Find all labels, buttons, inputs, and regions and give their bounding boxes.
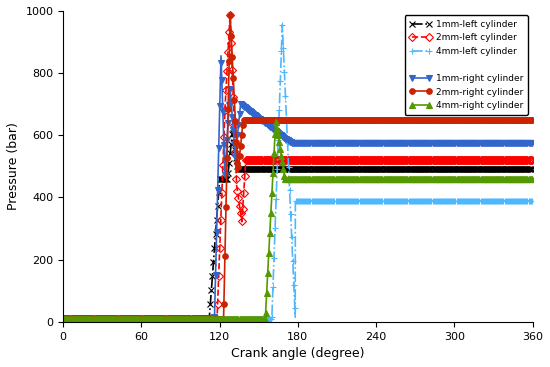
1mm-left cylinder: [191, 316, 197, 321]
2mm-left cylinder: [191, 316, 197, 321]
2mm-right cylinder: [485, 117, 491, 122]
2mm-left cylinder: [529, 158, 536, 162]
4mm-right cylinder: [272, 118, 279, 122]
1mm-left cylinder: [229, 127, 236, 132]
4mm-left cylinder: [60, 316, 67, 321]
2mm-right cylinder: [60, 316, 67, 321]
Line: 4mm-right cylinder: 4mm-right cylinder: [60, 117, 535, 321]
2mm-left cylinder: [344, 158, 350, 162]
2mm-right cylinder: [352, 117, 359, 122]
1mm-right cylinder: [191, 316, 197, 321]
1mm-right cylinder: [218, 54, 224, 58]
2mm-right cylinder: [529, 117, 536, 122]
4mm-left cylinder: [161, 316, 167, 321]
Legend: 1mm-left cylinder, 2mm-left cylinder, 4mm-left cylinder, , 1mm-right cylinder, 2: 1mm-left cylinder, 2mm-left cylinder, 4m…: [405, 15, 528, 115]
4mm-right cylinder: [529, 177, 536, 181]
Line: 1mm-right cylinder: 1mm-right cylinder: [60, 53, 535, 321]
Y-axis label: Pressure (bar): Pressure (bar): [7, 123, 20, 210]
1mm-left cylinder: [529, 167, 536, 172]
2mm-left cylinder: [352, 158, 359, 162]
1mm-right cylinder: [60, 316, 67, 321]
1mm-left cylinder: [485, 167, 491, 172]
4mm-right cylinder: [191, 316, 197, 321]
4mm-left cylinder: [279, 22, 285, 27]
4mm-left cylinder: [191, 316, 197, 321]
4mm-right cylinder: [161, 316, 167, 321]
4mm-left cylinder: [352, 198, 359, 203]
Line: 4mm-left cylinder: 4mm-left cylinder: [60, 21, 536, 322]
1mm-left cylinder: [352, 167, 359, 172]
1mm-right cylinder: [352, 141, 359, 145]
2mm-right cylinder: [344, 117, 350, 122]
2mm-right cylinder: [529, 117, 536, 122]
4mm-left cylinder: [529, 198, 536, 203]
4mm-right cylinder: [529, 177, 536, 181]
1mm-right cylinder: [161, 316, 167, 321]
4mm-left cylinder: [529, 198, 536, 203]
2mm-left cylinder: [485, 158, 491, 162]
1mm-left cylinder: [60, 316, 67, 321]
1mm-left cylinder: [161, 316, 167, 321]
1mm-right cylinder: [529, 141, 536, 145]
4mm-right cylinder: [485, 177, 491, 181]
4mm-right cylinder: [60, 316, 67, 321]
1mm-left cylinder: [344, 167, 350, 172]
1mm-left cylinder: [529, 167, 536, 172]
1mm-right cylinder: [529, 141, 536, 145]
2mm-right cylinder: [191, 316, 197, 321]
X-axis label: Crank angle (degree): Crank angle (degree): [231, 347, 365, 360]
Line: 1mm-left cylinder: 1mm-left cylinder: [60, 127, 535, 321]
2mm-left cylinder: [529, 158, 536, 162]
2mm-right cylinder: [161, 316, 167, 321]
Line: 2mm-left cylinder: 2mm-left cylinder: [60, 12, 535, 321]
2mm-left cylinder: [161, 316, 167, 321]
Line: 2mm-right cylinder: 2mm-right cylinder: [60, 12, 535, 321]
1mm-right cylinder: [344, 141, 350, 145]
4mm-left cylinder: [344, 198, 350, 203]
4mm-right cylinder: [344, 177, 350, 181]
2mm-left cylinder: [60, 316, 67, 321]
4mm-right cylinder: [352, 177, 359, 181]
1mm-right cylinder: [485, 141, 491, 145]
4mm-left cylinder: [485, 198, 491, 203]
2mm-right cylinder: [227, 13, 233, 17]
2mm-left cylinder: [227, 13, 233, 18]
